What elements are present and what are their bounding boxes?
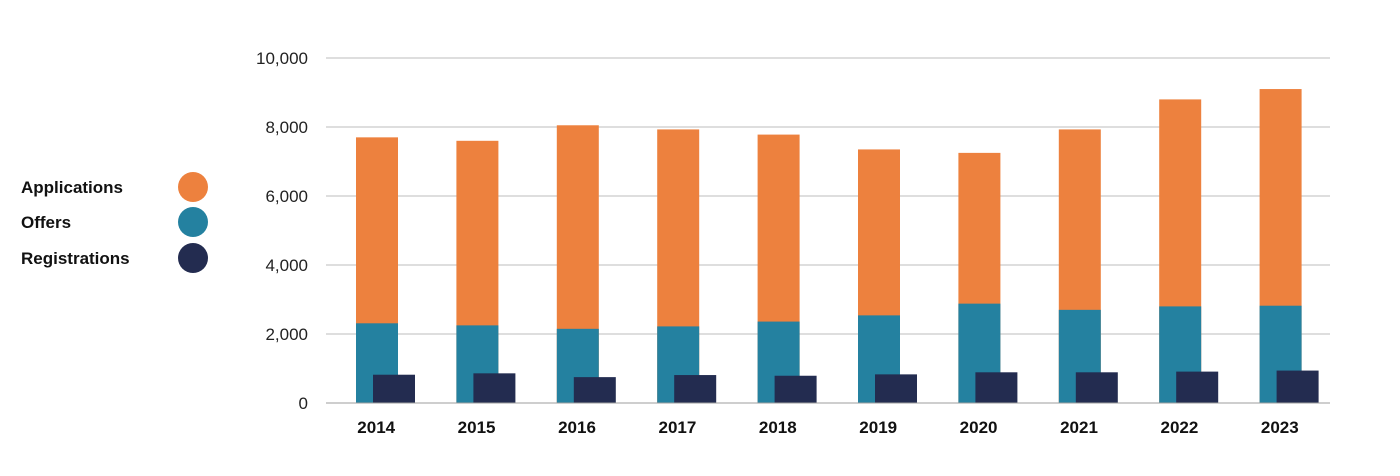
x-tick-label: 2022 bbox=[1160, 418, 1198, 437]
x-tick-label: 2019 bbox=[859, 418, 897, 437]
x-tick-label: 2023 bbox=[1261, 418, 1299, 437]
legend-label: Registrations bbox=[21, 249, 130, 268]
bars bbox=[356, 89, 1319, 404]
x-tick-label: 2015 bbox=[458, 418, 496, 437]
legend-swatch bbox=[178, 172, 208, 202]
x-tick-label: 2018 bbox=[759, 418, 797, 437]
y-tick-label: 4,000 bbox=[265, 256, 308, 275]
bar-registrations bbox=[573, 377, 616, 403]
bar-registrations bbox=[473, 373, 516, 403]
x-tick-label: 2020 bbox=[960, 418, 998, 437]
y-tick-label: 2,000 bbox=[265, 325, 308, 344]
axes: 0 2,000 4,000 6,000 8,000 10,000 2014 2015 2016 2… bbox=[256, 49, 1330, 437]
legend-swatch bbox=[178, 207, 208, 237]
y-tick-label: 0 bbox=[299, 394, 308, 413]
x-tick-label: 2016 bbox=[558, 418, 596, 437]
bar-registrations bbox=[1176, 371, 1219, 403]
bar-registrations bbox=[1276, 370, 1319, 403]
bar-registrations bbox=[1075, 372, 1118, 403]
bar-registrations bbox=[373, 374, 415, 403]
y-tick-label: 8,000 bbox=[265, 118, 308, 137]
x-tick-label: 2014 bbox=[357, 418, 395, 437]
legend-label: Applications bbox=[21, 178, 123, 197]
legend-label: Offers bbox=[21, 213, 71, 232]
legend-swatch bbox=[178, 243, 208, 273]
bar-registrations bbox=[674, 375, 717, 403]
x-tick-label: 2017 bbox=[658, 418, 696, 437]
legend: Applications Offers Registrations bbox=[21, 172, 208, 273]
bar-registrations bbox=[875, 374, 917, 403]
bar-registrations bbox=[774, 375, 817, 403]
y-tick-label: 10,000 bbox=[256, 49, 308, 68]
x-tick-label: 2021 bbox=[1060, 418, 1098, 437]
y-tick-label: 6,000 bbox=[265, 187, 308, 206]
bar-registrations bbox=[975, 372, 1018, 403]
